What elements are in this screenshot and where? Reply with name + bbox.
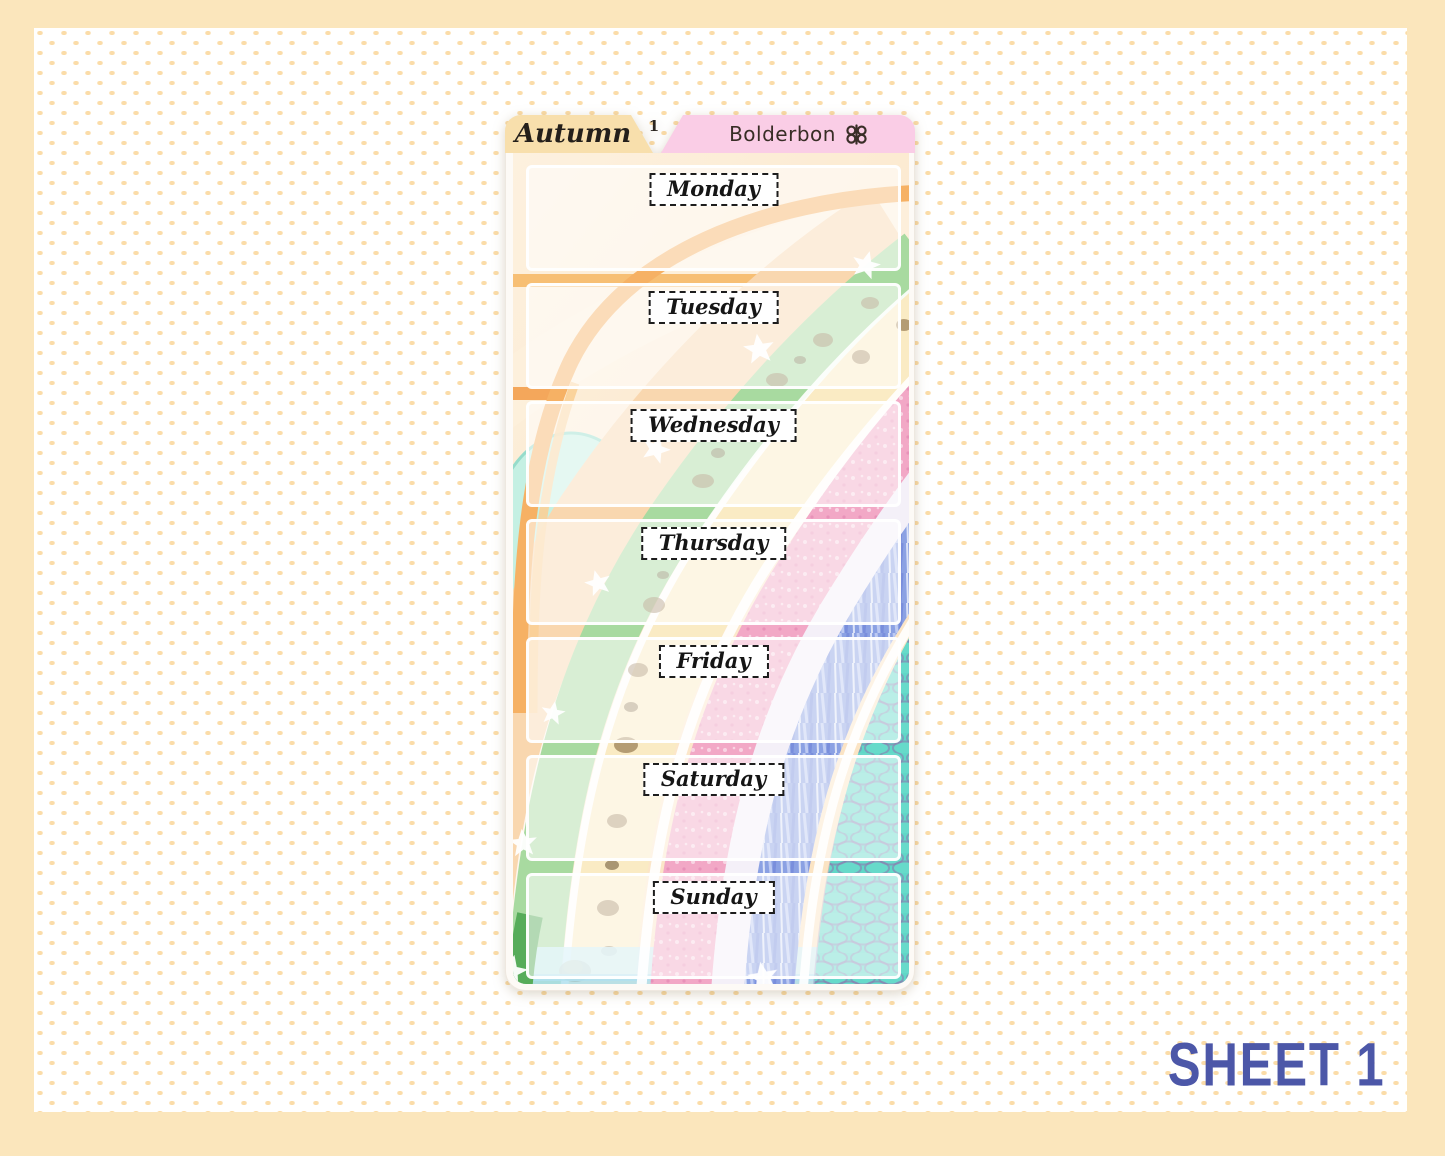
- day-label-saturday: Saturday: [642, 763, 785, 797]
- day-row-wednesday: Wednesday: [526, 401, 901, 507]
- sheet-header-tabs: Autumn 1 Bolderbon: [505, 115, 915, 153]
- day-label-wednesday: Wednesday: [630, 409, 797, 443]
- day-row-thursday: Thursday: [526, 519, 901, 625]
- day-row-monday: Monday: [526, 165, 901, 271]
- sheet-number-label: 1: [648, 117, 660, 135]
- polka-dot-background: Autumn 1 Bolderbon: [34, 28, 1407, 1112]
- day-row-saturday: Saturday: [526, 755, 901, 861]
- day-label-tuesday: Tuesday: [648, 291, 779, 325]
- rainbow-artwork: Monday Tuesday Wednesday Thursday Friday: [513, 153, 909, 984]
- sticker-sheet: Autumn 1 Bolderbon: [505, 115, 915, 991]
- day-label-friday: Friday: [658, 645, 769, 679]
- collection-tab: Autumn: [505, 115, 653, 153]
- day-label-thursday: Thursday: [640, 527, 787, 561]
- day-row-tuesday: Tuesday: [526, 283, 901, 389]
- day-label-sunday: Sunday: [652, 881, 775, 915]
- sheet-caption: SHEET 1: [1167, 1029, 1385, 1099]
- sheet-backing: Monday Tuesday Wednesday Thursday Friday: [505, 153, 915, 991]
- collection-tab-label: Autumn: [514, 119, 632, 149]
- day-row-sunday: Sunday: [526, 873, 901, 979]
- brand-tab: Bolderbon: [661, 115, 915, 153]
- day-label-monday: Monday: [648, 173, 779, 207]
- bolderbon-monogram-icon: [846, 123, 867, 145]
- day-row-friday: Friday: [526, 637, 901, 743]
- brand-tab-label: Bolderbon: [729, 122, 836, 146]
